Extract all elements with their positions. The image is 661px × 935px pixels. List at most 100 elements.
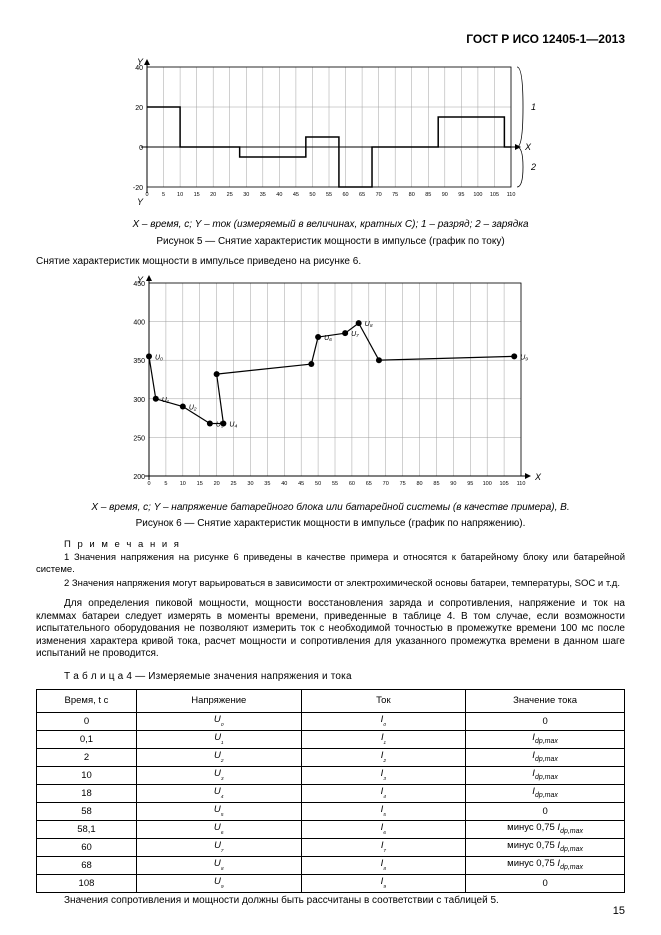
svg-text:50: 50 (309, 192, 315, 198)
table-cell: I₇ (301, 839, 466, 857)
svg-text:10: 10 (179, 481, 185, 487)
table-header-cell: Время, t с (37, 690, 137, 713)
paragraph-after-table: Значения сопротивления и мощности должны… (36, 895, 625, 908)
svg-text:40: 40 (276, 192, 282, 198)
table-header-cell: Ток (301, 690, 466, 713)
svg-text:50: 50 (315, 481, 321, 487)
table-cell: 0 (466, 875, 625, 893)
svg-text:U₂: U₂ (188, 404, 196, 411)
note-1: 1 Значения напряжения на рисунке 6 приве… (36, 552, 625, 576)
svg-text:85: 85 (433, 481, 439, 487)
svg-text:0: 0 (139, 145, 143, 152)
svg-text:15: 15 (196, 481, 202, 487)
table-header-cell: Напряжение (136, 690, 301, 713)
svg-text:90: 90 (450, 481, 456, 487)
table-cell: U₈ (136, 857, 301, 875)
svg-text:105: 105 (489, 192, 498, 198)
svg-text:105: 105 (499, 481, 508, 487)
svg-text:1: 1 (531, 102, 536, 112)
table-cell: I₉ (301, 875, 466, 893)
svg-text:250: 250 (133, 435, 145, 442)
svg-text:20: 20 (213, 481, 219, 487)
svg-text:200: 200 (133, 474, 145, 481)
svg-text:X: X (524, 142, 532, 152)
svg-text:Y: Y (137, 275, 144, 285)
table-cell: Idp,max (466, 767, 625, 785)
table-cell: I₃ (301, 767, 466, 785)
svg-text:75: 75 (392, 192, 398, 198)
svg-text:100: 100 (482, 481, 491, 487)
table-row: 68U₈I₈минус 0,75 Idp,max (37, 857, 625, 875)
svg-text:110: 110 (516, 481, 525, 487)
svg-text:80: 80 (408, 192, 414, 198)
table-cell: U₆ (136, 821, 301, 839)
svg-text:300: 300 (133, 396, 145, 403)
table-cell: 68 (37, 857, 137, 875)
table-cell: Idp,max (466, 785, 625, 803)
svg-text:85: 85 (425, 192, 431, 198)
table-cell: 18 (37, 785, 137, 803)
table-row: 10U₃I₃Idp,max (37, 767, 625, 785)
svg-text:110: 110 (506, 192, 515, 198)
svg-text:75: 75 (399, 481, 405, 487)
svg-text:90: 90 (441, 192, 447, 198)
svg-text:45: 45 (292, 192, 298, 198)
svg-text:60: 60 (348, 481, 354, 487)
table-cell: минус 0,75 Idp,max (466, 857, 625, 875)
svg-text:0: 0 (145, 192, 148, 198)
table-cell: I₄ (301, 785, 466, 803)
table-cell: 108 (37, 875, 137, 893)
table-cell: I₅ (301, 803, 466, 821)
svg-text:25: 25 (226, 192, 232, 198)
table-header-cell: Значение тока (466, 690, 625, 713)
table-cell: U₇ (136, 839, 301, 857)
svg-text:-20: -20 (132, 185, 142, 192)
table-cell: I₁ (301, 731, 466, 749)
table-cell: 2 (37, 749, 137, 767)
table-4: Время, t сНапряжениеТокЗначение тока0U₀I… (36, 689, 625, 893)
svg-text:20: 20 (210, 192, 216, 198)
table-cell: I₆ (301, 821, 466, 839)
svg-text:15: 15 (193, 192, 199, 198)
table-cell: 58 (37, 803, 137, 821)
figure-5-subcaption: X – время, с; Y – ток (измеряемый в вели… (36, 219, 625, 232)
table-cell: минус 0,75 Idp,max (466, 821, 625, 839)
paragraph-main: Для определения пиковой мощности, мощнос… (36, 598, 625, 661)
svg-text:U₁: U₁ (161, 396, 169, 403)
svg-text:65: 65 (365, 481, 371, 487)
table-row: 58,1U₆I₆минус 0,75 Idp,max (37, 821, 625, 839)
note-2: 2 Значения напряжения могут варьироватьс… (36, 578, 625, 590)
table-cell: U₃ (136, 767, 301, 785)
table-row: 108U₉I₉0 (37, 875, 625, 893)
table-row: 0U₀I₀0 (37, 713, 625, 731)
svg-text:U₈: U₈ (364, 321, 372, 328)
svg-text:U₇: U₇ (351, 331, 359, 338)
table-cell: 0 (466, 713, 625, 731)
figure-5-caption: Рисунок 5 — Снятие характеристик мощност… (36, 236, 625, 249)
table-cell: 0,1 (37, 731, 137, 749)
svg-text:U₄: U₄ (229, 421, 237, 428)
page-number: 15 (613, 905, 625, 919)
table-row: 0,1U₁I₁Idp,max (37, 731, 625, 749)
svg-text:U₀: U₀ (155, 354, 163, 361)
table-row: 60U₇I₇минус 0,75 Idp,max (37, 839, 625, 857)
figure-5: -200204005101520253035404550556065707580… (36, 55, 625, 215)
table-cell: Idp,max (466, 731, 625, 749)
svg-text:U₉: U₉ (520, 354, 528, 361)
figure-6: 2002503003504004500510152025303540455055… (36, 273, 625, 498)
table-cell: U₅ (136, 803, 301, 821)
table-cell: U₁ (136, 731, 301, 749)
table-cell: I₈ (301, 857, 466, 875)
svg-text:55: 55 (331, 481, 337, 487)
svg-text:5: 5 (162, 192, 165, 198)
svg-text:X: X (534, 472, 542, 482)
svg-text:25: 25 (230, 481, 236, 487)
svg-text:U₆: U₆ (324, 335, 332, 342)
svg-text:2: 2 (530, 162, 536, 172)
page: ГОСТ Р ИСО 12405-1—2013 -200204005101520… (0, 0, 661, 935)
svg-text:100: 100 (473, 192, 482, 198)
table-cell: минус 0,75 Idp,max (466, 839, 625, 857)
svg-text:35: 35 (259, 192, 265, 198)
table-cell: 10 (37, 767, 137, 785)
svg-text:45: 45 (298, 481, 304, 487)
